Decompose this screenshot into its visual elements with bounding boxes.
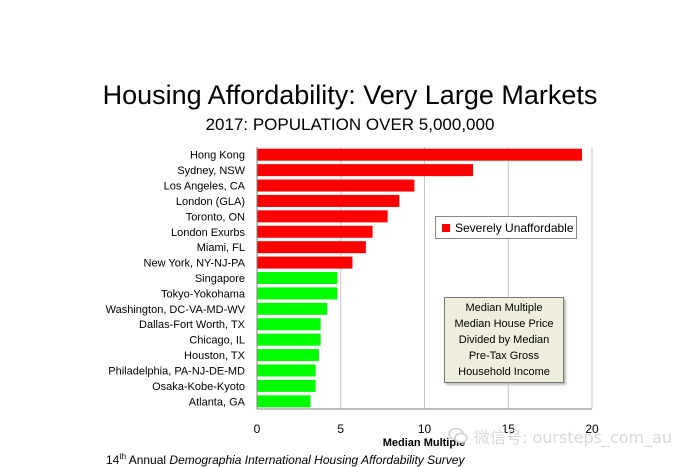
definition-line: Median Multiple — [465, 302, 543, 314]
category-label: Osaka-Kobe-Kyoto — [152, 381, 245, 393]
chart-subtitle: 2017: POPULATION OVER 5,000,000 — [205, 115, 495, 134]
category-label: Sydney, NSW — [177, 165, 245, 177]
definition-line: Median House Price — [454, 318, 554, 330]
bar — [257, 164, 474, 177]
x-tick-label: 5 — [337, 422, 344, 436]
definition-line: Household Income — [458, 366, 550, 378]
bar — [257, 225, 373, 238]
category-label: Tokyo-Yokohama — [161, 288, 246, 300]
bar — [257, 194, 400, 207]
bar — [257, 256, 353, 269]
category-label: London (GLA) — [176, 196, 245, 208]
bar — [257, 210, 388, 223]
x-tick-label: 0 — [254, 422, 261, 436]
category-label: Philadelphia, PA-NJ-DE-MD — [108, 365, 245, 377]
legend: Severely Unaffordable — [435, 216, 577, 239]
footer-ordinal-suffix: th — [119, 452, 127, 461]
category-label: Dallas-Fort Worth, TX — [139, 319, 246, 331]
category-label: Houston, TX — [184, 350, 246, 362]
bar — [257, 364, 316, 377]
footer-prefix: Annual — [128, 453, 167, 467]
category-label: Miami, FL — [197, 242, 245, 254]
category-label: Toronto, ON — [186, 211, 245, 223]
bar — [257, 379, 316, 392]
x-tick-label: 15 — [502, 422, 516, 436]
footer-survey-name: Demographia International Housing Afford… — [169, 453, 465, 467]
category-label: Hong Kong — [190, 150, 245, 162]
footer-ordinal: 14 — [106, 453, 120, 467]
category-label: Los Angeles, CA — [164, 181, 246, 193]
category-label: New York, NY-NJ-PA — [144, 258, 246, 270]
bar — [257, 395, 311, 408]
bar — [257, 179, 415, 192]
category-label: London Exurbs — [171, 227, 245, 239]
definition-line: Pre-Tax Gross — [468, 350, 540, 362]
chart-title: Housing Affordability: Very Large Market… — [102, 80, 598, 110]
category-label: Washington, DC-VA-MD-WV — [106, 304, 246, 316]
legend-swatch — [442, 223, 450, 232]
bar — [257, 333, 321, 346]
watermark-text: 微信号: oursteps_com_au — [474, 428, 673, 447]
wechat-icon — [448, 427, 468, 444]
category-label: Singapore — [195, 273, 245, 285]
bar — [257, 318, 321, 331]
bar — [257, 287, 338, 300]
bar — [257, 148, 582, 161]
x-tick-label: 20 — [585, 422, 599, 436]
bar — [257, 271, 338, 285]
x-axis-label: Median Multiple — [383, 437, 466, 449]
watermark: 微信号: oursteps_com_au — [448, 425, 694, 447]
bar — [257, 349, 319, 362]
legend-label: Severely Unaffordable — [455, 220, 574, 235]
definition-box: Median Multiple Median House Price Divid… — [444, 297, 564, 383]
category-label: Atlanta, GA — [189, 396, 246, 408]
x-tick-label: 10 — [418, 422, 432, 436]
bar — [257, 241, 366, 254]
bar — [257, 302, 328, 315]
footer-caption: 14th Annual Demographia International Ho… — [106, 452, 464, 467]
category-label: Chicago, IL — [189, 335, 245, 347]
definition-line: Divided by Median — [458, 334, 550, 346]
